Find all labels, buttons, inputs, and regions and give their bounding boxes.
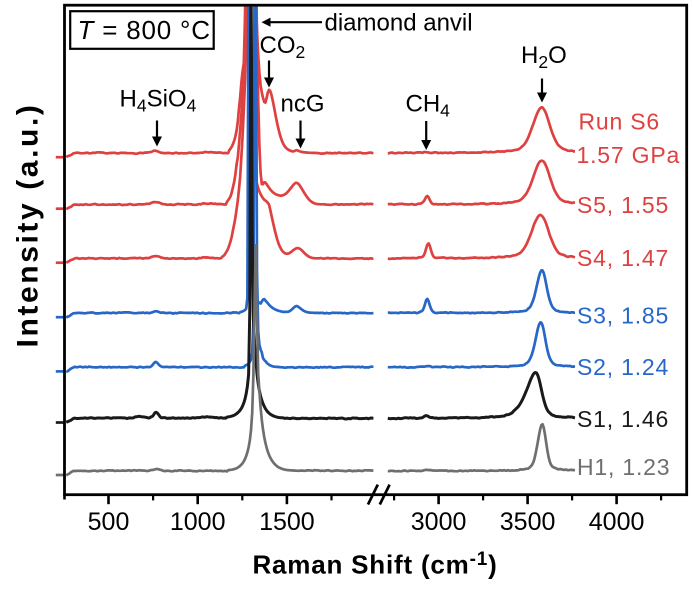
svg-text:S5, 1.55: S5, 1.55 [577, 192, 669, 218]
svg-text:1000: 1000 [170, 508, 226, 536]
svg-text:Intensity (a.u.): Intensity (a.u.) [12, 103, 45, 348]
svg-text:4000: 4000 [589, 508, 645, 536]
svg-text:T = 800 °C: T = 800 °C [78, 15, 211, 45]
svg-text:3000: 3000 [411, 508, 467, 536]
svg-text:500: 500 [88, 508, 130, 536]
svg-text:H1, 1.23: H1, 1.23 [577, 454, 670, 480]
svg-text:diamond anvil: diamond anvil [325, 10, 473, 37]
svg-text:S2, 1.24: S2, 1.24 [577, 354, 669, 380]
svg-text:S4, 1.47: S4, 1.47 [577, 245, 669, 271]
svg-text:Run S6: Run S6 [579, 108, 661, 134]
svg-text:1500: 1500 [259, 508, 315, 536]
svg-text:H4SiO4: H4SiO4 [120, 85, 197, 115]
svg-text:ncG: ncG [281, 90, 325, 117]
svg-text:S1, 1.46: S1, 1.46 [577, 406, 669, 432]
svg-text:S3, 1.85: S3, 1.85 [577, 302, 669, 328]
svg-text:1.57 GPa: 1.57 GPa [577, 142, 681, 168]
svg-text:3500: 3500 [500, 508, 556, 536]
svg-text:Raman Shift (cm-1): Raman Shift (cm-1) [252, 549, 497, 580]
